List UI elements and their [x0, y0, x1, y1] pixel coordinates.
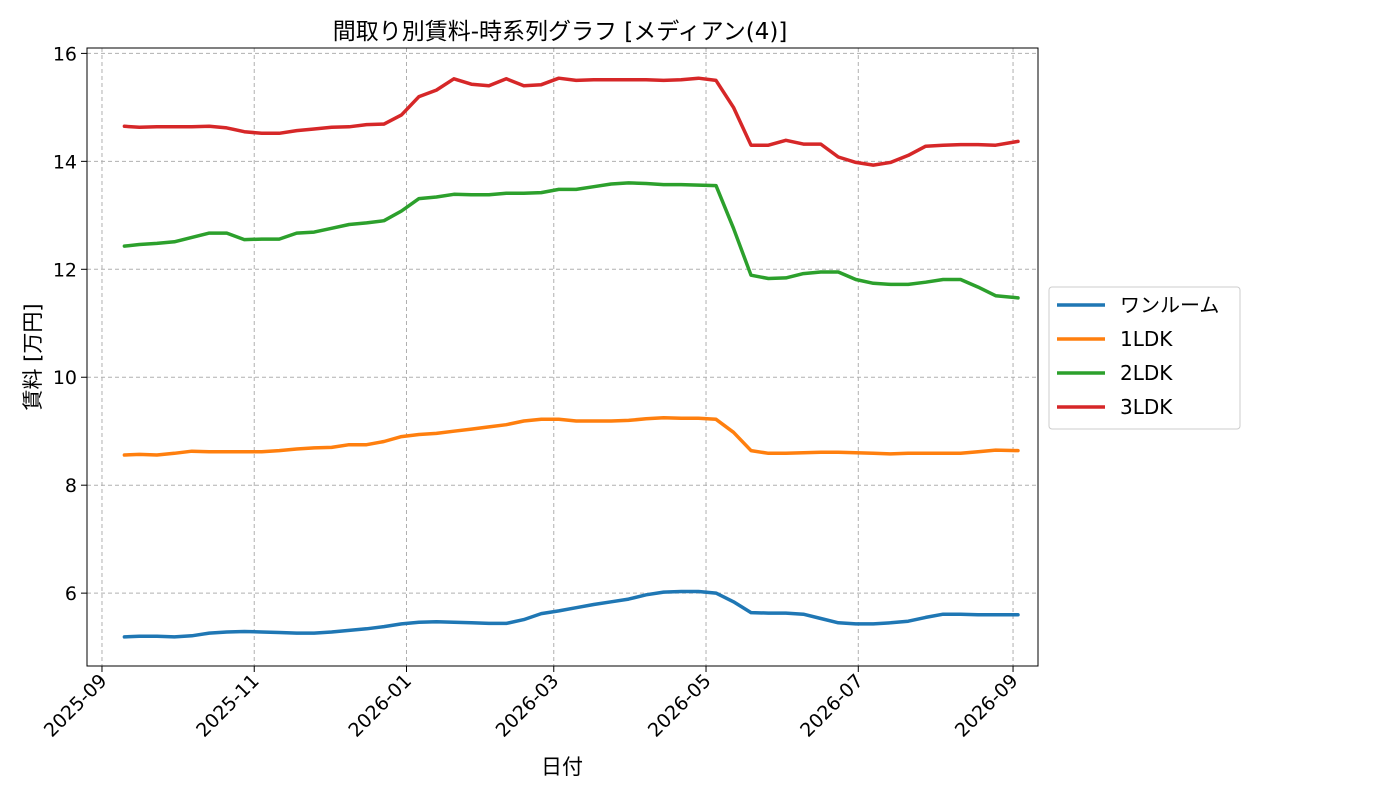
y-axis-ticks: 6 8 10 12 14 16	[53, 43, 87, 605]
legend-box	[1048, 286, 1241, 430]
series-line-3LDK	[122, 76, 1020, 167]
y-tick-label: 16	[53, 43, 77, 65]
legend-label: 3LDK	[1120, 395, 1173, 419]
series-layer	[122, 76, 1020, 639]
chart-title: 間取り別賃料-時系列グラフ [メディアン(4)]	[333, 19, 788, 45]
legend: ワンルーム 1LDK 2LDK 3LDK	[1048, 286, 1241, 430]
y-tick-label: 14	[53, 151, 77, 173]
plot-frame	[86, 47, 1039, 667]
y-tick-label: 8	[65, 475, 77, 497]
x-tick-label: 2026-09	[951, 670, 1023, 742]
series-line-2LDK	[122, 181, 1020, 300]
legend-label: 2LDK	[1120, 361, 1173, 385]
x-tick-label: 2026-03	[492, 670, 564, 742]
x-axis-ticks: 2025-09 2025-11 2026-01 2026-03 2026-05 2026-…	[40, 666, 1023, 742]
legend-label: ワンルーム	[1120, 293, 1219, 317]
x-axis-label: 日付	[541, 755, 583, 779]
legend-label: 1LDK	[1120, 327, 1173, 351]
y-tick-label: 6	[65, 583, 77, 605]
x-tick-label: 2025-11	[192, 670, 264, 742]
series-line-ワンルーム	[122, 589, 1020, 639]
series-line-1LDK	[122, 415, 1020, 457]
y-tick-label: 10	[53, 367, 77, 389]
y-tick-label: 12	[53, 259, 77, 281]
x-tick-label: 2026-07	[796, 670, 868, 742]
x-tick-label: 2026-01	[344, 670, 416, 742]
x-tick-label: 2026-05	[644, 670, 716, 742]
y-axis-label: 賃料 [万円]	[21, 303, 45, 410]
grid	[87, 48, 1038, 666]
x-tick-label: 2025-09	[40, 670, 112, 742]
